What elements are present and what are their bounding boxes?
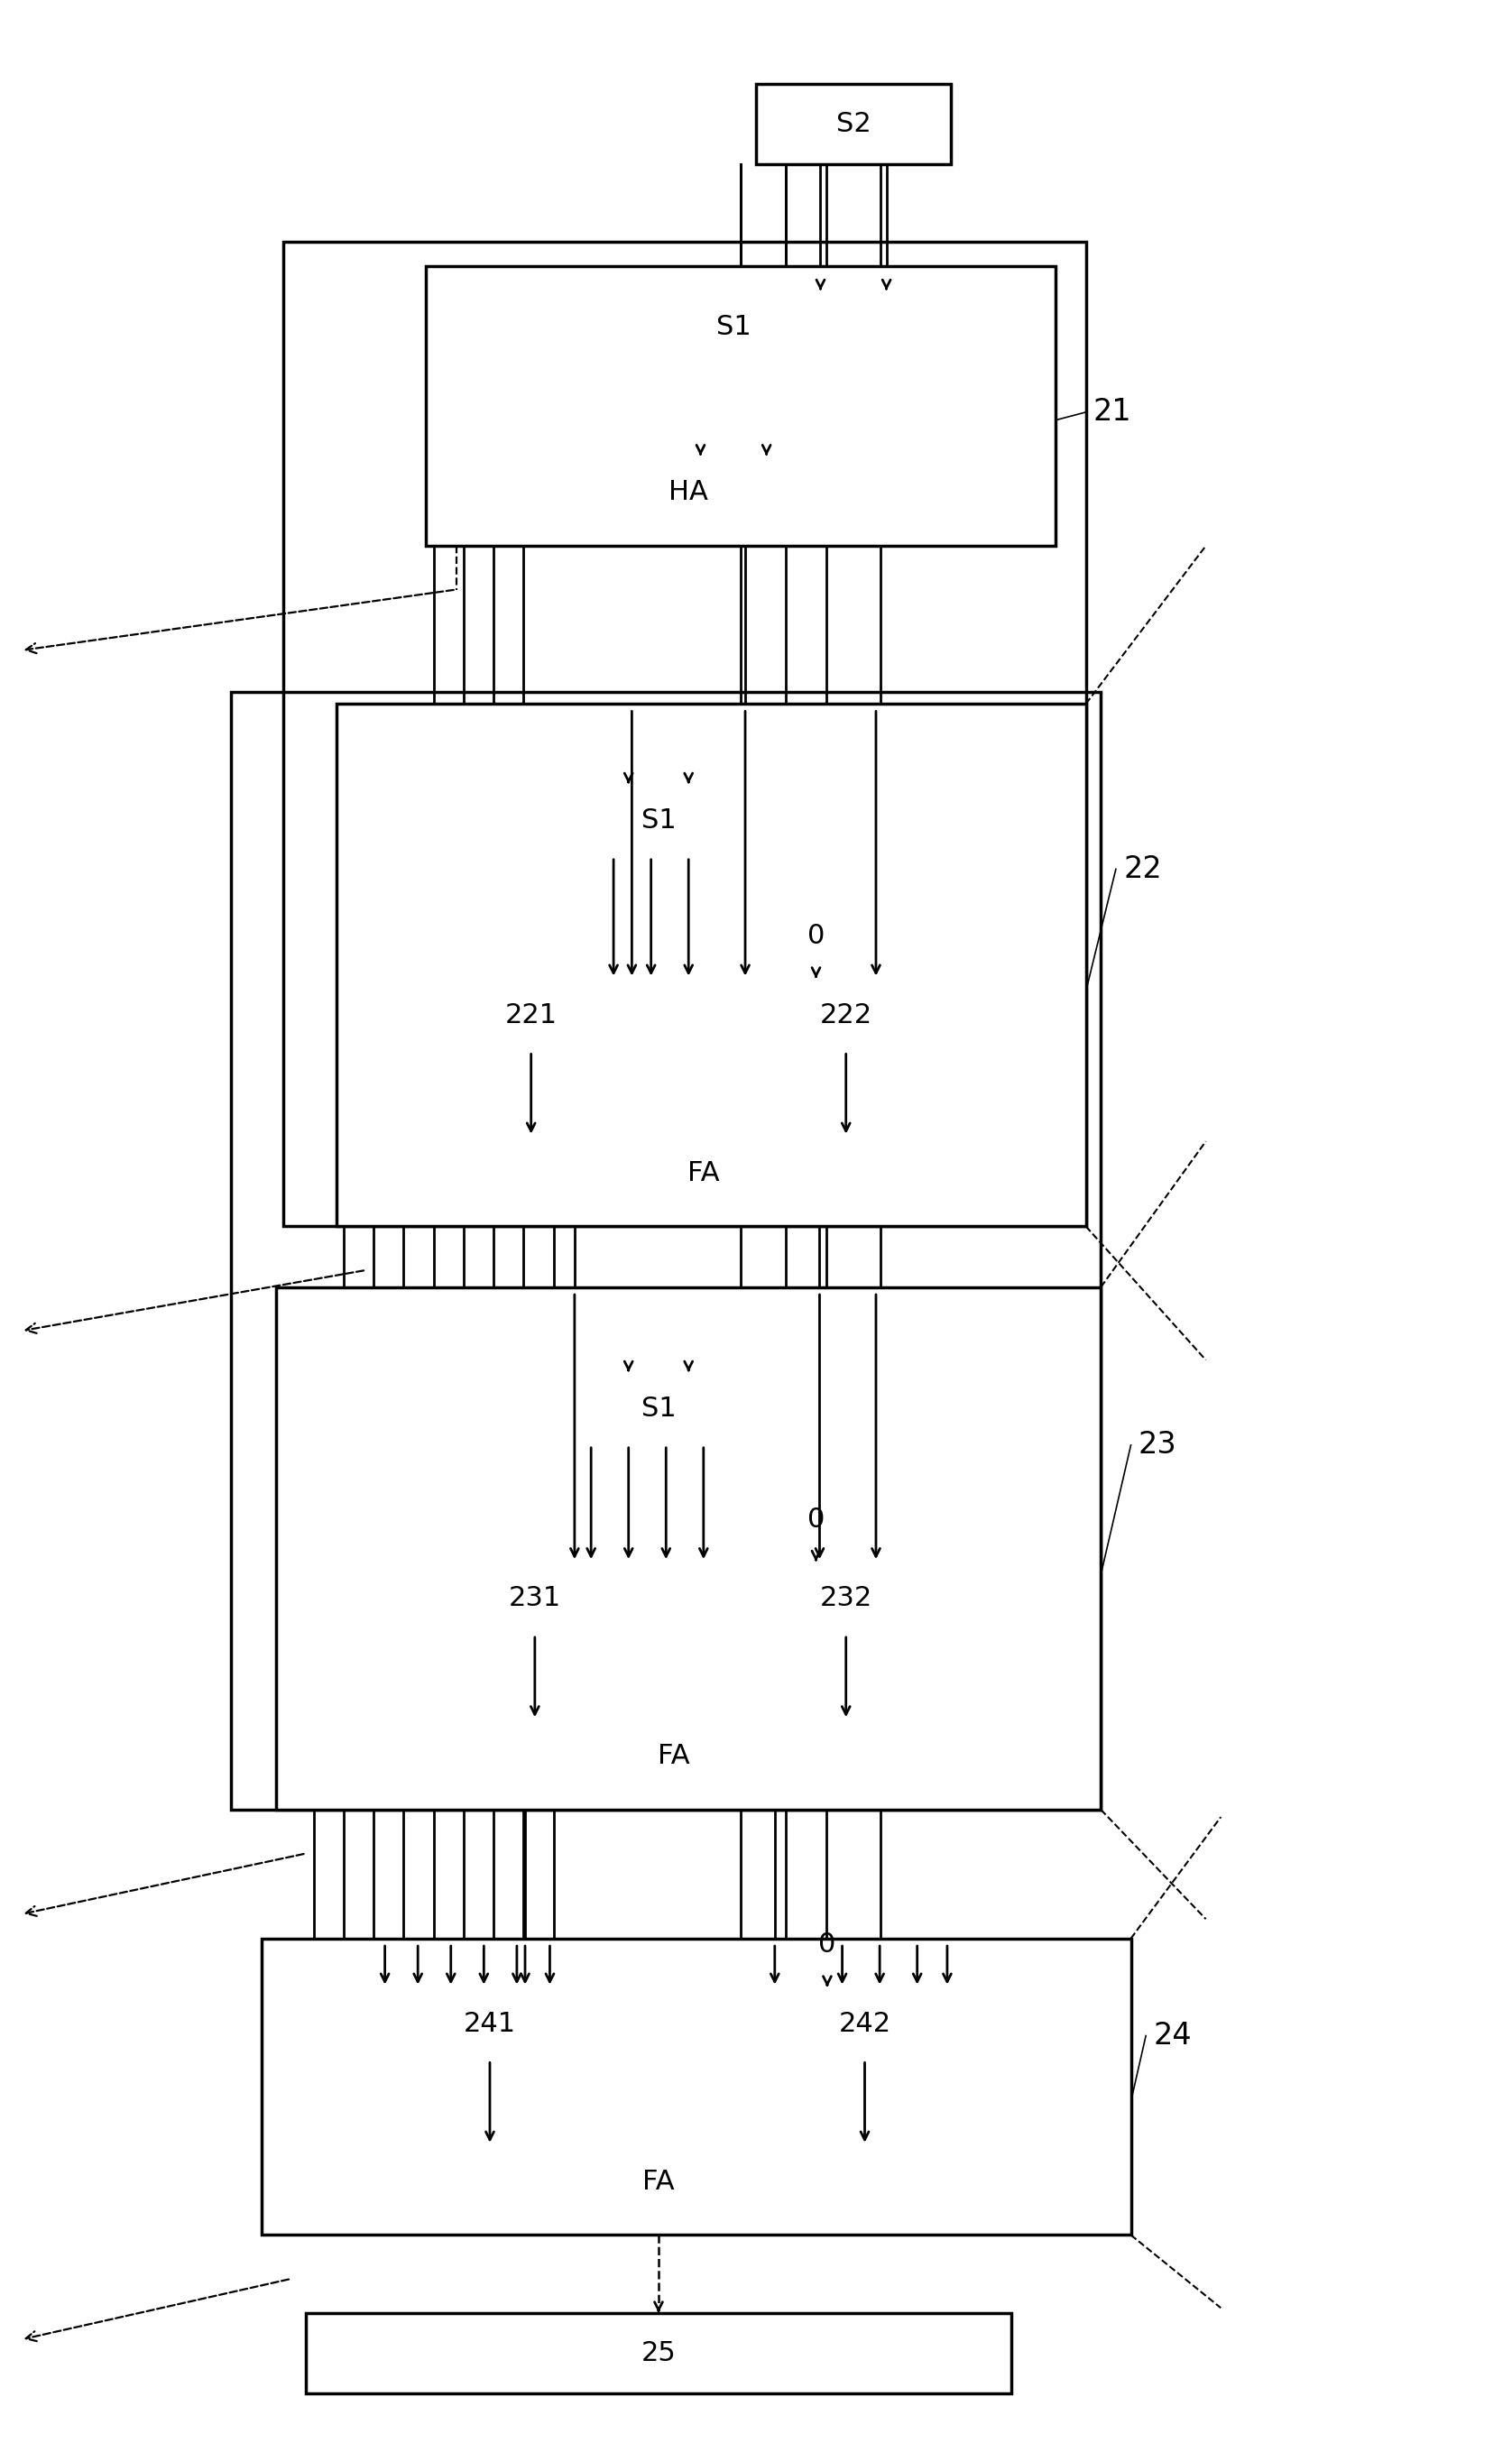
Text: 25: 25 <box>641 2340 676 2365</box>
Bar <box>741 1561 951 1634</box>
Text: S1: S1 <box>641 806 676 833</box>
Bar <box>426 980 637 1050</box>
Bar <box>336 1720 1012 1793</box>
Text: 222: 222 <box>820 1002 872 1029</box>
Text: HA: HA <box>668 479 708 506</box>
Bar <box>284 242 1086 1226</box>
Bar <box>426 266 1055 545</box>
Text: FA: FA <box>658 1744 689 1769</box>
Text: 23: 23 <box>1139 1429 1176 1461</box>
Bar <box>741 980 951 1050</box>
Bar <box>277 1287 1101 1810</box>
Text: FA: FA <box>643 2169 674 2194</box>
Text: 21: 21 <box>1093 398 1132 428</box>
Text: S1: S1 <box>717 315 751 340</box>
Text: 221: 221 <box>505 1002 558 1029</box>
Text: FA: FA <box>688 1160 720 1185</box>
Bar <box>561 1373 756 1446</box>
Bar <box>419 1561 652 1634</box>
Text: 231: 231 <box>508 1586 561 1612</box>
Text: 242: 242 <box>839 2011 891 2037</box>
Bar <box>262 1937 1131 2235</box>
Bar <box>561 784 756 857</box>
Bar <box>231 691 1101 1810</box>
Bar <box>726 1986 1004 2059</box>
Text: 232: 232 <box>820 1586 872 1612</box>
Bar <box>637 291 832 364</box>
Text: 0: 0 <box>807 923 824 950</box>
Bar <box>336 704 1086 1226</box>
Text: 0: 0 <box>807 1507 824 1532</box>
Bar <box>358 1986 621 2059</box>
Text: 0: 0 <box>818 1932 836 1957</box>
Bar <box>531 457 847 528</box>
Text: 241: 241 <box>464 2011 516 2037</box>
Bar <box>305 2314 1012 2394</box>
Text: S2: S2 <box>836 110 871 137</box>
Bar <box>305 2145 1012 2218</box>
Bar <box>756 83 951 164</box>
Text: 24: 24 <box>1154 2020 1191 2050</box>
Text: 22: 22 <box>1123 855 1161 884</box>
Text: S1: S1 <box>641 1395 676 1422</box>
Bar <box>381 1136 1027 1209</box>
